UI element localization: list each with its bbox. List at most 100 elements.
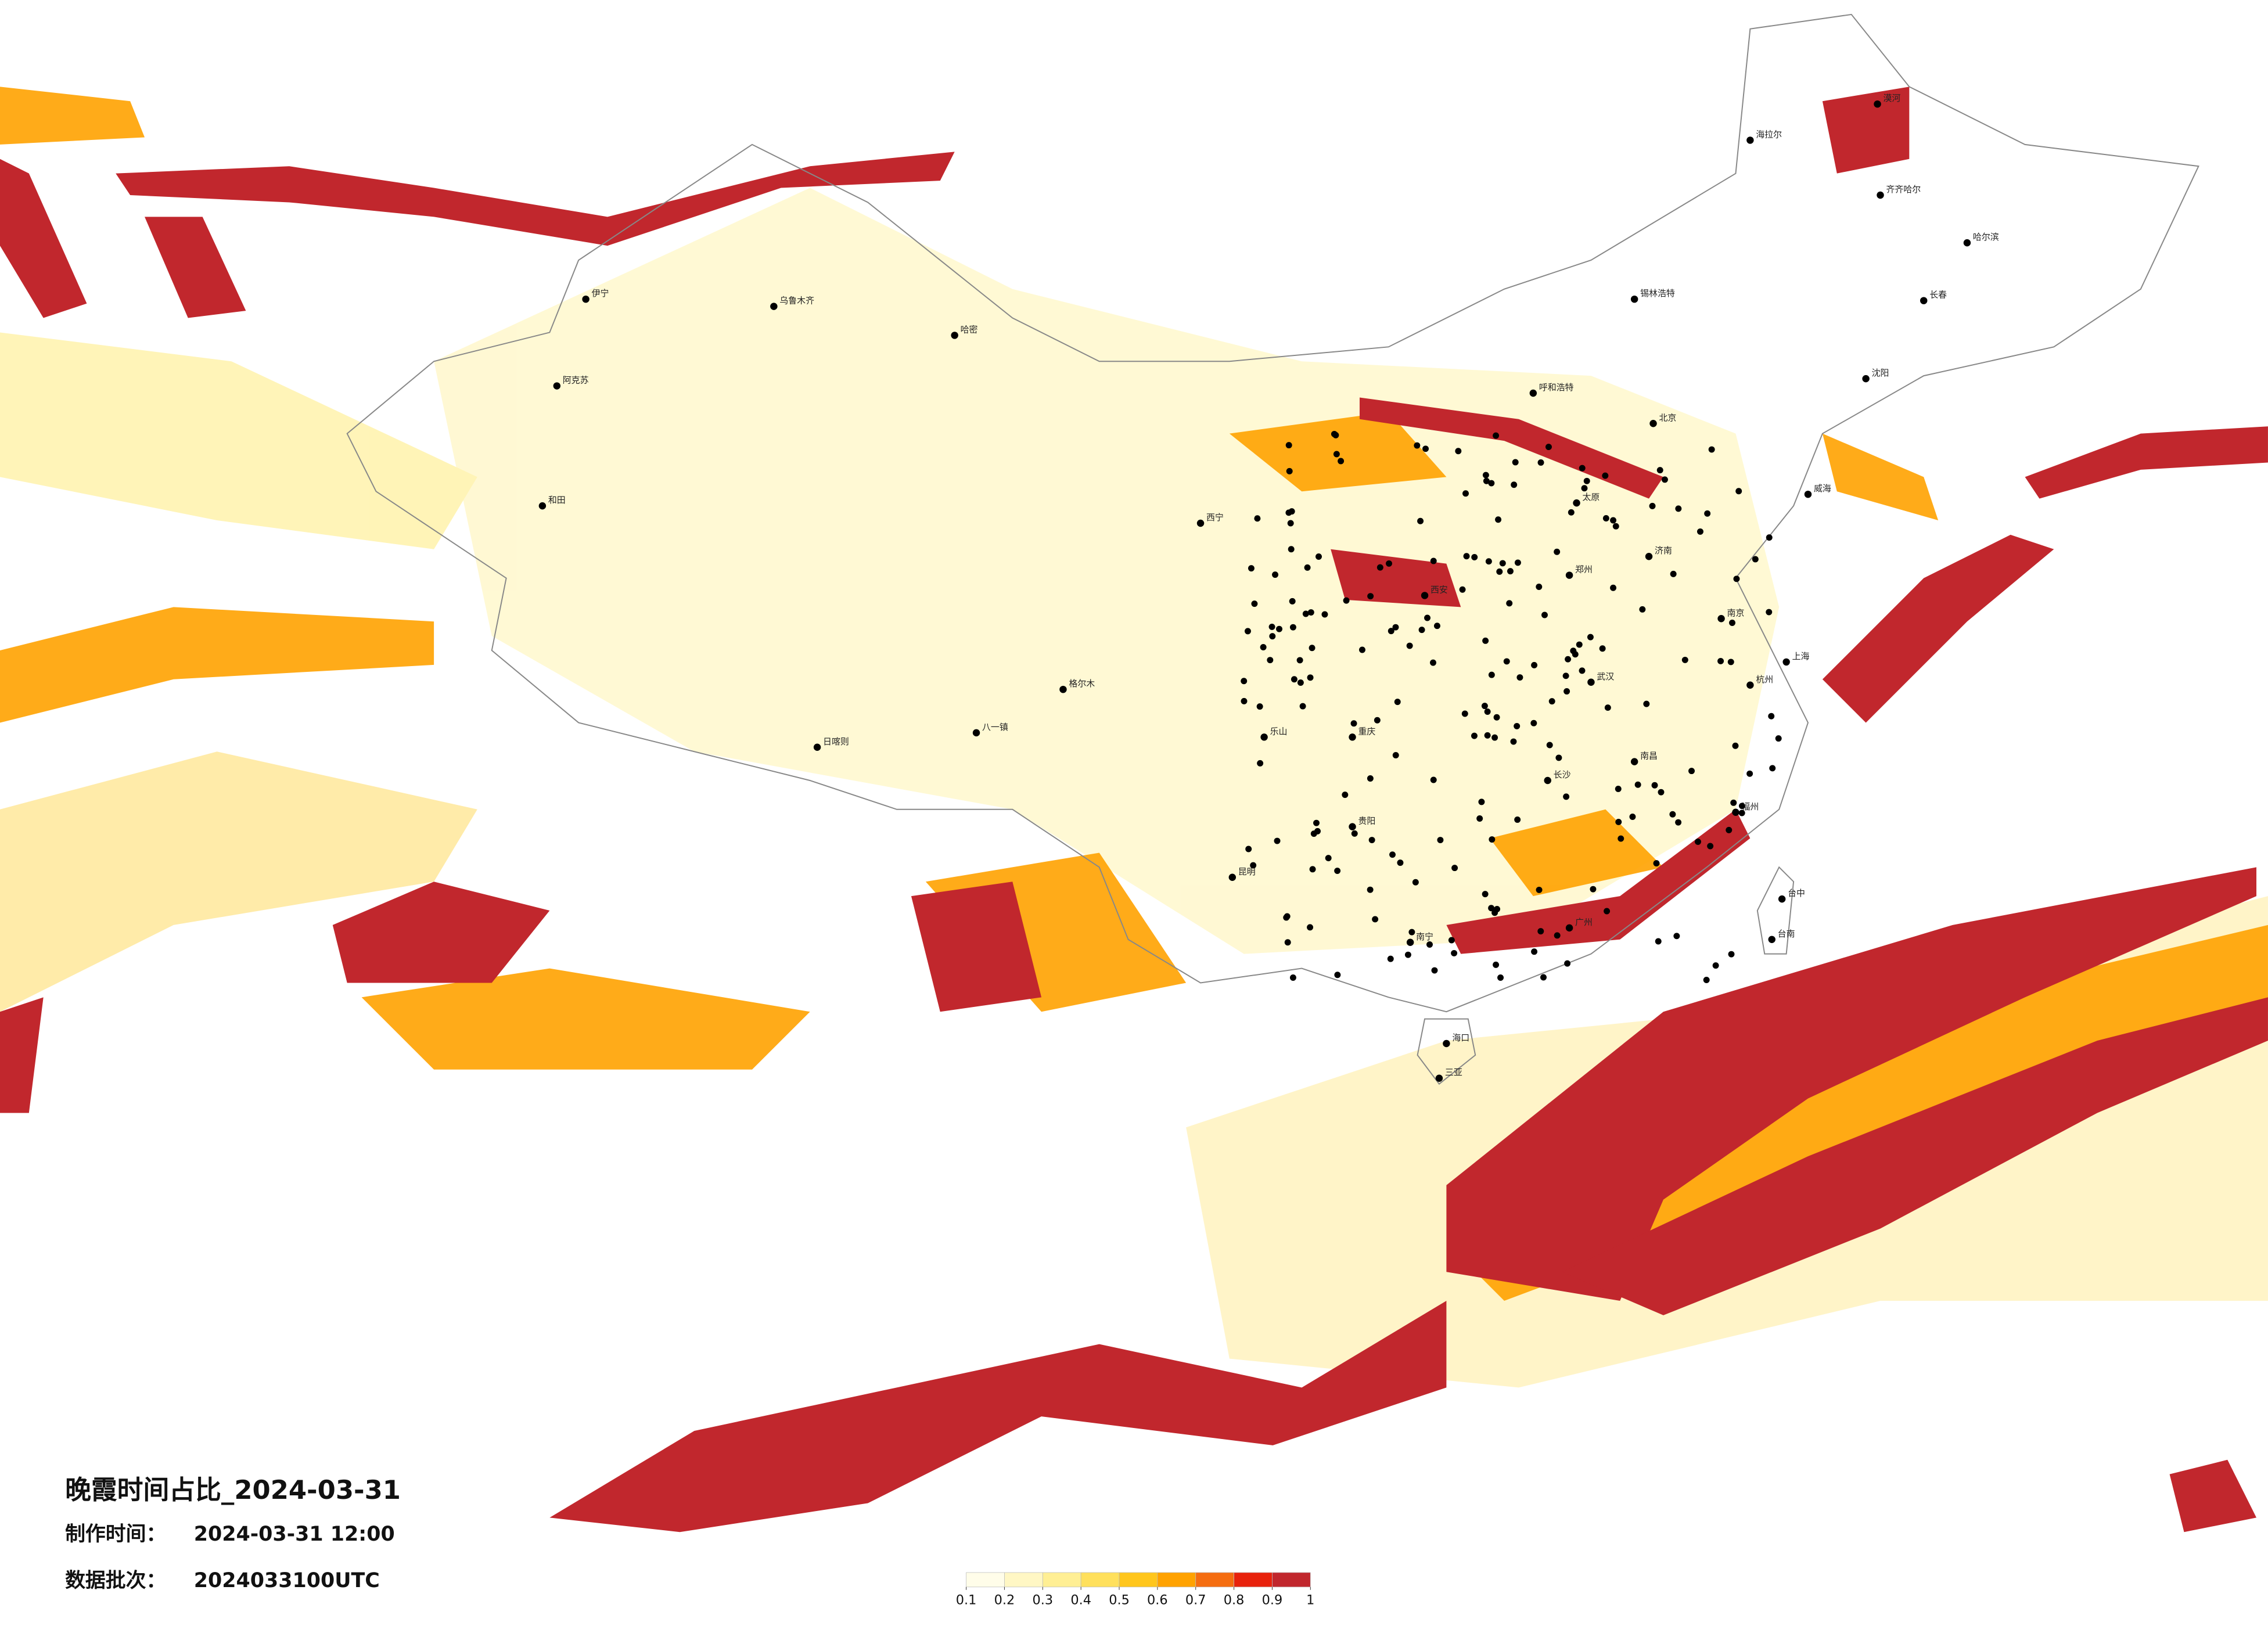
city-dot [1307,924,1314,931]
city-dot [1529,389,1537,397]
city-dot [1274,837,1281,844]
city-dot [1488,480,1495,487]
city-dot [1489,836,1496,843]
city-dot [1367,775,1374,782]
city-dot [1478,798,1485,805]
city-dot [1288,546,1295,553]
city-label: 南宁 [1416,931,1433,942]
city-dot [1877,191,1884,199]
city-label: 齐齐哈尔 [1886,184,1921,195]
taiwan-outline [1756,866,1795,955]
city-dot [1495,516,1502,523]
city-dot [1655,938,1662,945]
city-dot [1562,672,1569,679]
city-dot [1491,734,1498,741]
city-dot [1507,568,1514,575]
city-dot [1228,873,1237,881]
city-dot [1514,559,1521,566]
city-label: 上海 [1792,651,1810,661]
city-dot [1629,814,1636,820]
city-dot [1297,679,1304,686]
city-dot [1488,905,1495,912]
city-dot [1387,955,1394,962]
city-dot [1696,528,1703,535]
city-dot [1285,509,1292,516]
city-dot [1729,619,1735,626]
city-dot [1733,575,1740,582]
city-dot [1555,754,1562,761]
city-dot [1544,776,1551,785]
city-dot [1497,974,1504,981]
legend-swatch [1234,1572,1273,1588]
city-dot [1568,509,1575,516]
city-dot [1630,295,1638,303]
city-label: 长春 [1929,290,1947,300]
city-label: 沈阳 [1872,368,1889,378]
city-label: 贵阳 [1358,816,1375,826]
city-dot [1421,592,1429,599]
city-dot [1643,700,1650,707]
city-dot [1728,951,1735,958]
city-dot [1602,515,1609,521]
city-dot [1251,600,1258,607]
city-dot [1717,657,1724,664]
city-dot [1484,732,1491,739]
batch-value: 2024033100UTC [194,1569,380,1592]
city-dot [1768,713,1775,720]
city-dot [1738,810,1745,816]
pale-field [0,188,2268,1388]
city-dot [1196,519,1205,527]
city-dot [1503,658,1510,665]
city-dot [1681,656,1688,663]
legend-swatch [1004,1572,1043,1588]
city-dot [1268,623,1275,630]
city-dot [1768,936,1775,944]
city-dot [1602,472,1609,479]
city-dot [1455,448,1462,455]
city-dot [1256,703,1263,710]
city-dot [1746,770,1753,777]
city-dot [1669,811,1676,818]
city-dot [538,502,547,510]
city-dot [1565,656,1572,663]
city-dot [1483,477,1490,484]
city-dot [1563,793,1570,800]
city-dot [1471,732,1478,739]
city-dot [1332,431,1339,438]
city-dot [1511,481,1518,488]
city-dot [1260,733,1268,741]
city-dot [1775,735,1782,742]
city-label: 和田 [548,495,566,505]
city-label: 重庆 [1358,726,1375,736]
city-dot [1289,974,1296,981]
city-dot [1349,823,1356,830]
city-dot [1244,628,1251,635]
city-dot [1704,510,1711,517]
city-label: 阿克苏 [563,375,589,386]
city-dot [582,295,590,303]
city-dot [1661,476,1668,483]
city-dot [1367,593,1374,600]
city-dot [1545,444,1552,451]
city-dot [1514,816,1521,823]
city-label: 海口 [1452,1033,1469,1043]
city-label: 锡林浩特 [1640,288,1675,298]
city-dot [1651,782,1658,789]
city-dot [1537,459,1544,466]
city-dot [1422,445,1429,452]
city-dot [1541,611,1548,618]
city-dot [1485,558,1492,565]
city-dot [1417,517,1424,524]
city-dot [1437,837,1444,844]
city-dot [1604,908,1611,915]
city-dot [1726,826,1733,833]
city-dot [1610,584,1617,591]
city-dot [553,382,561,390]
city-dot [1610,517,1617,524]
city-dot [1283,914,1290,921]
legend-tick-label: 0.4 [1070,1593,1091,1608]
city-dot [1732,742,1739,749]
legend-tick-label: 0.9 [1262,1593,1283,1608]
city-dot [1315,553,1322,560]
